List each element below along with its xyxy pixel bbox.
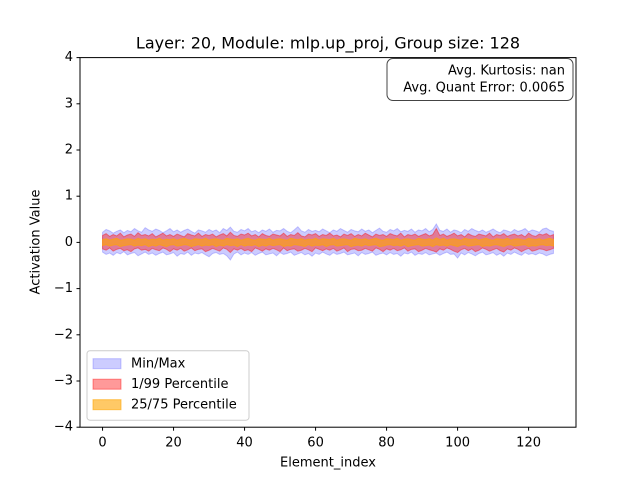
annotation-text: Avg. Quant Error: 0.0065 <box>403 81 565 96</box>
legend-swatch <box>92 358 122 370</box>
x-tick-label: 40 <box>236 436 253 451</box>
legend-label: Min/Max <box>131 357 186 372</box>
annotation-frame <box>386 58 574 101</box>
x-tick-label: 100 <box>445 436 470 451</box>
y-axis-label: Activation Value <box>29 190 44 295</box>
y-tick-label: 0 <box>65 235 73 250</box>
legend: Min/Max 1/99 Percentile 25/75 Percentile <box>86 350 250 421</box>
legend-frame <box>86 350 250 421</box>
y-tick-label: −4 <box>54 420 73 435</box>
legend-swatch <box>92 378 122 390</box>
y-tick-label: 1 <box>65 189 73 204</box>
annotation-text: Avg. Kurtosis: nan <box>448 64 565 79</box>
legend-swatch <box>92 399 122 411</box>
x-tick-label: 20 <box>165 436 182 451</box>
x-tick-label: 120 <box>516 436 541 451</box>
legend-label: 25/75 Percentile <box>131 398 237 413</box>
x-tick-label: 0 <box>98 436 106 451</box>
annotation-box: Avg. Kurtosis: nan Avg. Quant Error: 0.0… <box>386 58 574 101</box>
band-area <box>102 237 554 248</box>
legend-label: 1/99 Percentile <box>131 377 228 392</box>
x-axis-label: Element_index <box>280 456 376 471</box>
y-tick-label: 4 <box>65 50 73 65</box>
y-tick-label: 3 <box>65 96 73 111</box>
y-tick-label: −3 <box>54 374 73 389</box>
plot-area <box>102 222 554 261</box>
y-tick-label: −2 <box>54 327 73 342</box>
y-tick-label: 2 <box>65 143 73 158</box>
x-tick-label: 80 <box>378 436 395 451</box>
x-tick-label: 60 <box>307 436 324 451</box>
chart-title: Layer: 20, Module: mlp.up_proj, Group si… <box>136 34 520 54</box>
y-tick-label: −1 <box>54 281 73 296</box>
